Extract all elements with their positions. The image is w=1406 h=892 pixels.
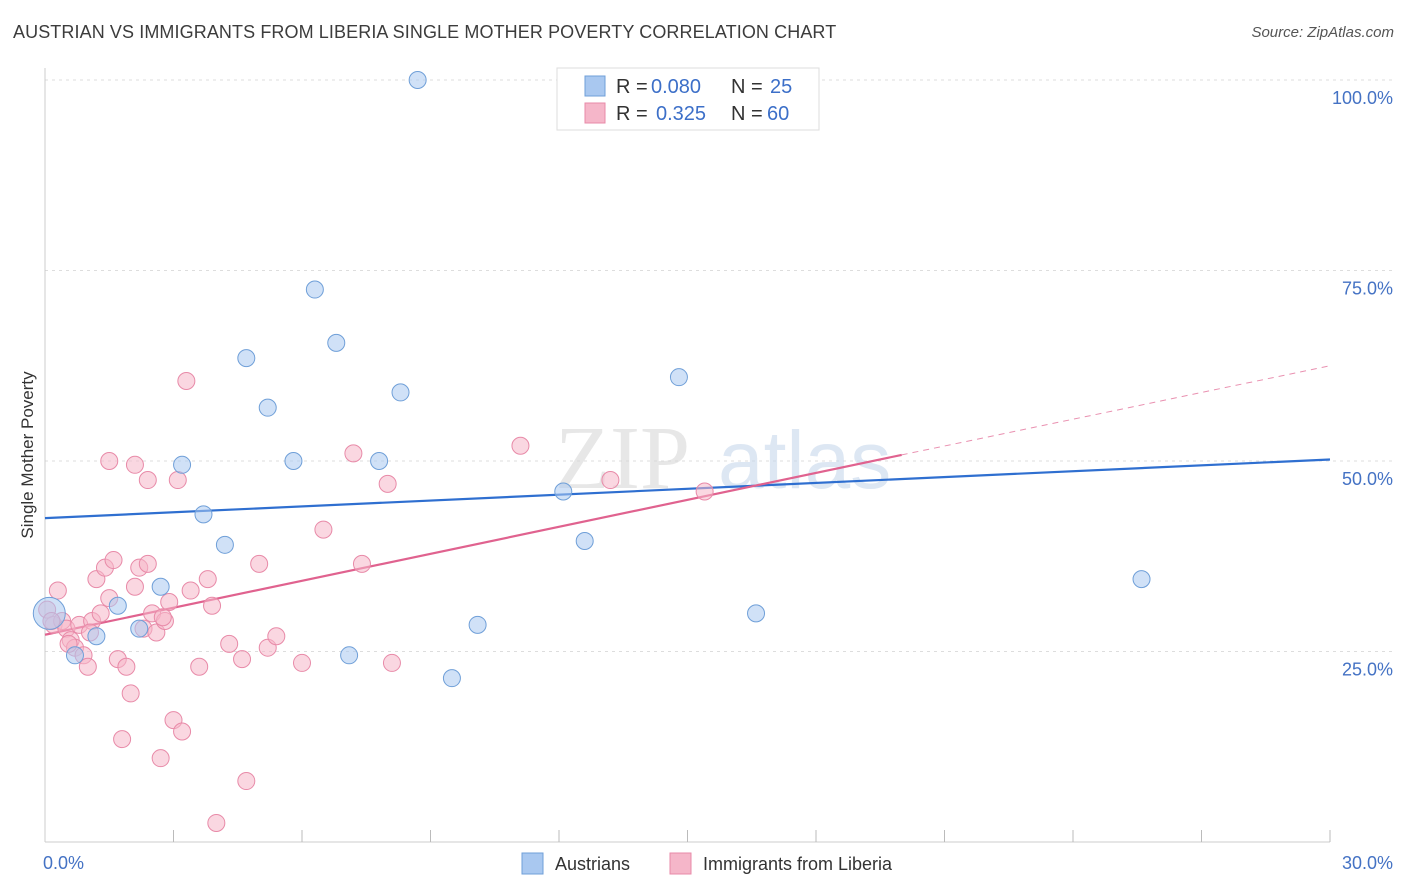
point-liberia-19 bbox=[121, 684, 140, 703]
point-austrians-3 bbox=[108, 596, 127, 615]
trend-line-liberia bbox=[44, 453, 902, 636]
point-liberia-51 bbox=[138, 471, 157, 490]
point-liberia-49 bbox=[100, 452, 119, 470]
point-liberia-9 bbox=[78, 657, 97, 676]
legend-n-label-1: N = bbox=[731, 76, 763, 98]
legend-n-value-1: 25 bbox=[770, 76, 792, 98]
point-liberia-33 bbox=[181, 581, 200, 600]
point-liberia-23 bbox=[138, 554, 157, 573]
y-tick-label-50: 50.0% bbox=[1342, 469, 1393, 489]
point-austrians-13 bbox=[327, 333, 346, 352]
legend-r-label-1: R = bbox=[616, 76, 648, 98]
point-liberia-32 bbox=[177, 371, 196, 390]
point-liberia-30 bbox=[168, 471, 187, 490]
point-austrians-1 bbox=[65, 646, 84, 665]
data-points bbox=[32, 71, 1151, 832]
point-liberia-50 bbox=[125, 455, 144, 474]
point-austrians-9 bbox=[237, 349, 256, 368]
point-liberia-31 bbox=[173, 722, 192, 741]
point-liberia-20 bbox=[125, 577, 144, 596]
watermark-atlas: atlas bbox=[718, 415, 891, 506]
point-austrians-24 bbox=[1132, 570, 1151, 589]
point-liberia-53 bbox=[601, 471, 620, 490]
point-austrians-2 bbox=[87, 627, 106, 646]
point-austrians-0 bbox=[32, 596, 66, 630]
y-tick-label-75: 75.0% bbox=[1342, 279, 1393, 299]
legend-swatch-liberia bbox=[584, 102, 606, 124]
point-austrians-23 bbox=[747, 604, 766, 623]
point-liberia-52 bbox=[511, 436, 530, 455]
point-liberia-58 bbox=[153, 608, 172, 627]
point-liberia-39 bbox=[237, 772, 256, 791]
point-liberia-45 bbox=[344, 444, 363, 463]
series-legend-swatch-liberia bbox=[669, 852, 692, 875]
point-liberia-17 bbox=[113, 730, 132, 749]
point-liberia-15 bbox=[104, 551, 123, 570]
point-austrians-8 bbox=[215, 535, 234, 554]
series-legend-swatch-austrians bbox=[521, 852, 544, 875]
point-austrians-19 bbox=[468, 615, 487, 634]
point-liberia-43 bbox=[293, 653, 311, 672]
legend-swatch-austrians bbox=[584, 75, 606, 97]
point-liberia-59 bbox=[203, 596, 222, 615]
point-liberia-18 bbox=[117, 657, 136, 676]
point-austrians-10 bbox=[258, 398, 277, 417]
y-axis-label: Single Mother Poverty bbox=[18, 371, 37, 539]
legend-n-label-2: N = bbox=[731, 103, 763, 125]
point-liberia-40 bbox=[250, 554, 269, 573]
y-tick-label-100: 100.0% bbox=[1332, 88, 1393, 108]
series-legend: Austrians Immigrants from Liberia bbox=[521, 852, 893, 875]
point-liberia-44 bbox=[314, 520, 333, 539]
trend-lines bbox=[44, 365, 1331, 636]
y-tick-label-25: 25.0% bbox=[1342, 660, 1393, 680]
point-liberia-12 bbox=[91, 604, 110, 623]
y-tick-labels: 25.0% 50.0% 75.0% 100.0% bbox=[1332, 88, 1393, 680]
chart-title: AUSTRIAN VS IMMIGRANTS FROM LIBERIA SING… bbox=[13, 22, 837, 42]
legend-n-value-2: 60 bbox=[767, 103, 789, 125]
correlation-legend: R = 0.080 N = 25 R = 0.325 N = 60 bbox=[556, 67, 820, 131]
point-liberia-47 bbox=[378, 474, 397, 493]
point-austrians-6 bbox=[173, 455, 192, 474]
point-austrians-16 bbox=[391, 383, 410, 402]
legend-r-value-2: 0.325 bbox=[656, 103, 706, 125]
x-tick-label-min: 0.0% bbox=[43, 853, 84, 873]
legend-r-label-2: R = bbox=[616, 103, 648, 125]
point-liberia-36 bbox=[207, 813, 226, 832]
trend-line-austrians bbox=[44, 458, 1331, 520]
series-legend-label-austrians: Austrians bbox=[555, 854, 630, 874]
point-austrians-21 bbox=[575, 532, 594, 551]
point-liberia-37 bbox=[220, 634, 239, 653]
point-austrians-7 bbox=[194, 505, 213, 524]
point-liberia-35 bbox=[198, 570, 217, 589]
point-austrians-4 bbox=[130, 619, 149, 638]
point-austrians-5 bbox=[151, 577, 170, 596]
point-austrians-20 bbox=[554, 482, 573, 501]
source-label: Source: ZipAtlas.com bbox=[1251, 24, 1394, 41]
point-austrians-22 bbox=[669, 368, 688, 387]
trend-line-liberia-extension bbox=[901, 365, 1331, 456]
point-austrians-12 bbox=[305, 280, 324, 299]
series-legend-label-liberia: Immigrants from Liberia bbox=[703, 854, 893, 874]
point-liberia-34 bbox=[190, 657, 209, 676]
point-austrians-17 bbox=[408, 71, 427, 89]
point-austrians-15 bbox=[370, 452, 389, 470]
point-liberia-38 bbox=[233, 650, 252, 669]
point-liberia-42 bbox=[267, 627, 286, 646]
point-liberia-26 bbox=[151, 749, 170, 768]
point-liberia-54 bbox=[695, 482, 714, 501]
x-ticks bbox=[173, 830, 1331, 842]
x-tick-label-max: 30.0% bbox=[1342, 853, 1393, 873]
point-austrians-14 bbox=[340, 646, 359, 665]
point-liberia-28 bbox=[160, 592, 179, 611]
point-liberia-2 bbox=[48, 581, 67, 600]
point-liberia-48 bbox=[382, 653, 401, 672]
point-austrians-18 bbox=[442, 669, 461, 688]
watermark: ZIP atlas bbox=[555, 409, 891, 508]
legend-r-value-1: 0.080 bbox=[651, 76, 701, 98]
point-austrians-11 bbox=[284, 452, 303, 470]
point-liberia-46 bbox=[352, 554, 371, 573]
